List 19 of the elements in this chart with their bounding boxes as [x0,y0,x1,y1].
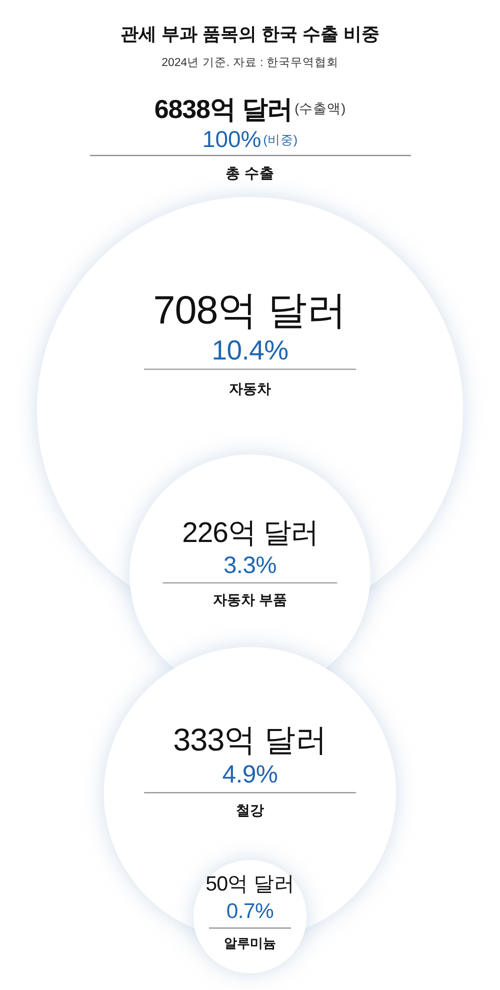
legend-label: (수출액) [294,101,346,116]
data-label: 100% [202,126,262,152]
category-label: 철강 [236,802,264,818]
data-label: 3.3% [223,552,277,579]
data-label: 6838억 달러 [154,94,293,124]
legend-label: (비중) [263,133,298,147]
data-label: 708억 달러 [153,288,347,332]
category-label: 자동차 부품 [213,591,287,608]
category-label: 알루미늄 [224,936,276,951]
category-label: 총 수출 [225,166,275,182]
data-label: 50억 달러 [206,872,294,896]
data-label: 333억 달러 [173,721,327,758]
category-label: 자동차 [229,380,271,397]
data-label: 226억 달러 [182,516,318,549]
data-label: 0.7% [226,900,274,924]
data-label: 10.4% [212,334,288,366]
data-label: 4.9% [222,762,278,789]
text: 2024년 기준. 자료 : 한국무역협회 [162,57,338,69]
text: 관세 부과 품목의 한국 수출 비중 [120,24,380,44]
